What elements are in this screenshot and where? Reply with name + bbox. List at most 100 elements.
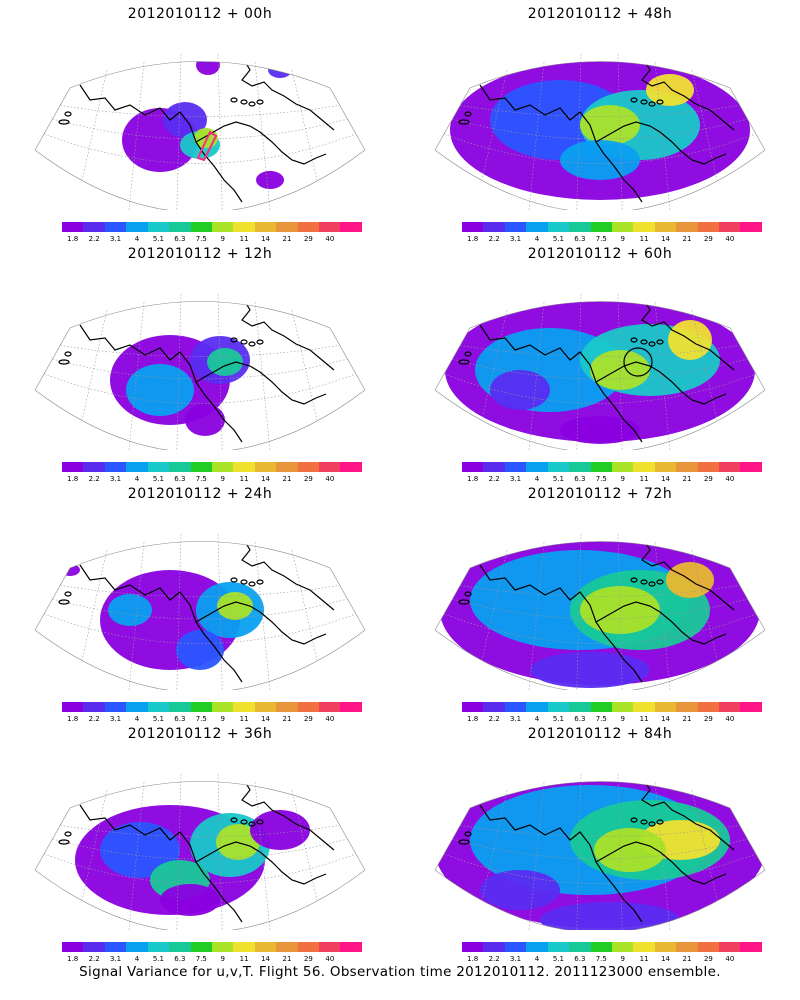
colorbar-swatch [169, 462, 191, 472]
colorbar-swatch [483, 942, 505, 952]
colorbar-swatch [740, 462, 762, 472]
colorbar-label: 5.1 [552, 235, 564, 243]
colorbar-label: 3.1 [509, 235, 522, 243]
colorbar-label: 5.1 [552, 475, 564, 483]
colorbar-swatch [676, 222, 698, 232]
colorbar-label: 14 [261, 235, 271, 243]
panel-title: 2012010112 + 24h [127, 486, 273, 502]
variance-contour [480, 870, 560, 910]
colorbar-label: 3.1 [509, 715, 522, 723]
variance-map [34, 293, 366, 450]
variance-map [434, 293, 766, 450]
colorbar-swatch [697, 942, 720, 952]
map-panel: 2012010112 + 48h 1.8 2.2 3.1 4 5.1 6.3 7.5 9 11 14… [400, 0, 800, 245]
colorbar-swatch [233, 222, 255, 232]
colorbar-swatch [526, 222, 548, 232]
colorbar-labels: 1.8 2.2 3.1 4 5.1 6.3 7.5 9 11 14 21 29 40 [62, 715, 362, 725]
colorbar-label: 9 [620, 235, 625, 243]
colorbar-label: 1.8 [467, 715, 479, 723]
colorbar-swatch [276, 702, 298, 712]
colorbar-label: 5.1 [152, 715, 164, 723]
colorbar-label: 2.2 [88, 955, 100, 963]
colorbar-swatch [83, 702, 105, 712]
colorbar [62, 462, 362, 472]
colorbar-label: 2.2 [88, 235, 100, 243]
graticule [43, 293, 357, 450]
flight-track [196, 130, 218, 162]
variance-contour [126, 364, 194, 416]
colorbar-swatch [254, 222, 277, 232]
colorbar-label: 11 [639, 235, 649, 243]
colorbar-swatch [462, 942, 484, 952]
colorbar-label: 4 [534, 955, 540, 963]
map-border [34, 781, 366, 930]
colorbar-label: 5.1 [152, 475, 164, 483]
map-border [34, 541, 366, 690]
colorbar-label: 21 [282, 955, 292, 963]
colorbar-swatch [169, 942, 191, 952]
colorbar-label: 7.5 [195, 235, 207, 243]
map-panel: 2012010112 + 84h 1.8 2.2 3.1 4 5.1 6.3 7.5 9 11 14… [400, 720, 800, 965]
colorbar-swatch [62, 702, 84, 712]
colorbar-swatch [547, 702, 570, 712]
colorbar-label: 14 [261, 715, 271, 723]
colorbar-label: 4 [134, 955, 140, 963]
colorbar-swatch [654, 222, 677, 232]
colorbar-label: 40 [325, 475, 335, 483]
variance-contour [185, 404, 225, 436]
colorbar-swatch [147, 222, 170, 232]
colorbar-swatch [547, 942, 570, 952]
colorbar-label: 1.8 [67, 475, 79, 483]
colorbar [462, 942, 762, 952]
colorbar-swatch [297, 702, 320, 712]
colorbar-label: 14 [661, 475, 671, 483]
colorbar-label: 11 [239, 475, 249, 483]
colorbar-swatch [590, 462, 612, 472]
colorbar-label: 2.2 [488, 955, 500, 963]
colorbar-swatch [633, 462, 655, 472]
colorbar-labels: 1.8 2.2 3.1 4 5.1 6.3 7.5 9 11 14 21 29 40 [462, 235, 762, 245]
colorbar-label: 7.5 [195, 475, 207, 483]
panel-title: 2012010112 + 48h [527, 6, 673, 22]
variance-contour [560, 140, 640, 180]
colorbar-swatch [190, 462, 212, 472]
colorbar [62, 702, 362, 712]
colorbar-swatch [126, 702, 148, 712]
colorbar-label: 11 [639, 715, 649, 723]
colorbar-label: 2.2 [488, 715, 500, 723]
colorbar-label: 11 [239, 235, 249, 243]
colorbar-swatch [483, 702, 505, 712]
colorbar-swatch [504, 942, 527, 952]
colorbar-swatch [611, 222, 634, 232]
map-panel: 2012010112 + 36h 1.8 2.2 3.1 4 5.1 6.3 7.5 9 11 14… [0, 720, 400, 965]
colorbar-swatch [62, 462, 84, 472]
colorbar-swatch [483, 222, 505, 232]
colorbar-label: 40 [725, 235, 735, 243]
colorbar-label: 9 [220, 475, 225, 483]
colorbar [462, 462, 762, 472]
colorbar [462, 222, 762, 232]
colorbar-swatch [104, 222, 127, 232]
colorbar-label: 21 [682, 955, 692, 963]
colorbar-label: 9 [220, 955, 225, 963]
colorbar-label: 3.1 [109, 715, 122, 723]
colorbar-swatch [254, 942, 277, 952]
colorbar-swatch [547, 462, 570, 472]
colorbar-swatch [319, 222, 341, 232]
variance-map [34, 533, 366, 690]
colorbar-swatch [340, 222, 362, 232]
variance-contour [207, 348, 243, 376]
colorbar-label: 1.8 [67, 235, 79, 243]
coastline [443, 541, 735, 683]
colorbar-swatch [504, 222, 527, 232]
variance-map [34, 53, 366, 210]
colorbar-label: 4 [534, 235, 540, 243]
colorbar-swatch [590, 222, 612, 232]
colorbar-label: 14 [661, 955, 671, 963]
colorbar-label: 9 [620, 715, 625, 723]
figure-caption: Signal Variance for u,v,T. Flight 56. Ob… [79, 964, 721, 980]
colorbar-swatch [697, 462, 720, 472]
colorbar-label: 21 [682, 235, 692, 243]
colorbar-label: 9 [220, 715, 225, 723]
colorbar-label: 40 [725, 955, 735, 963]
